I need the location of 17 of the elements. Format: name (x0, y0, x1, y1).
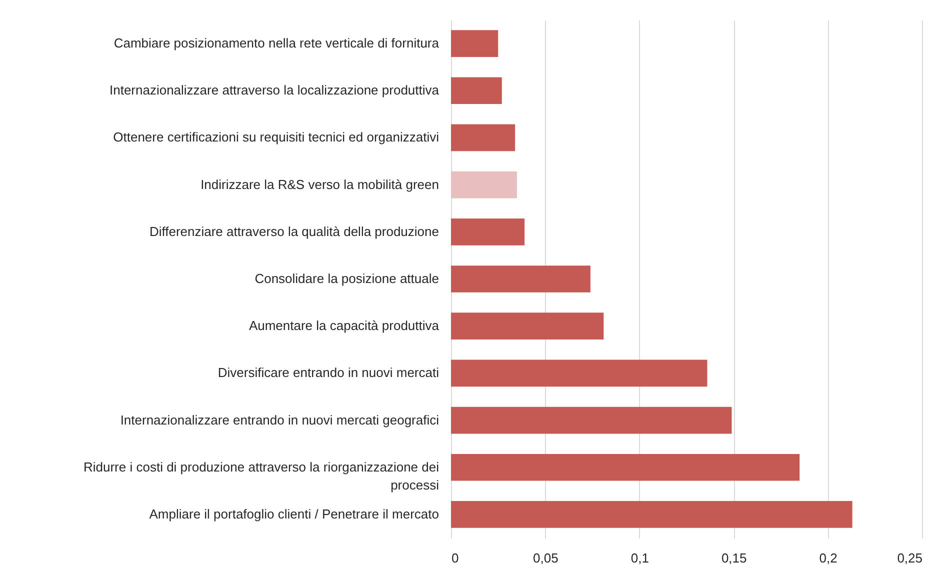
y-tick-label: Diversificare entrando in nuovi mercati (218, 365, 440, 380)
y-tick-label: Internazionalizzare attraverso la localizzazione produttiva (109, 82, 440, 98)
y-tick-label: Differenziare attraverso la qualità della produzione (149, 224, 439, 239)
y-tick-label: Internazionalizzare entrando in nuovi mercati geografici (120, 412, 440, 428)
y-tick-label: Ottenere certificazioni su requisiti tecnici ed organizzativi (113, 130, 440, 145)
x-tick-label: 0,15 (721, 550, 747, 566)
y-tick-label: Ridurre i costi di produzione attraverso la riorganizzazione dei processi (83, 459, 440, 492)
y-tick-label: Aumentare la capacità produttiva (248, 318, 440, 334)
y-tick-label: Cambiare posizionamento nella rete verticale di fornitura (114, 36, 440, 51)
y-tick-label: Ampliare il portafoglio clienti / Penetrare il mercato (149, 506, 439, 522)
y-tick-label: Consolidare la posizione attuale (254, 271, 439, 286)
x-tick-label: 0 (452, 550, 459, 566)
x-tick-label: 0,2 (819, 550, 838, 566)
y-tick-label: Indirizzare la R&S verso la mobilità green (200, 176, 439, 192)
x-tick-label: 0,1 (630, 550, 649, 566)
x-tick-label: 0,05 (533, 550, 558, 566)
x-tick-label: 0,25 (897, 550, 922, 566)
